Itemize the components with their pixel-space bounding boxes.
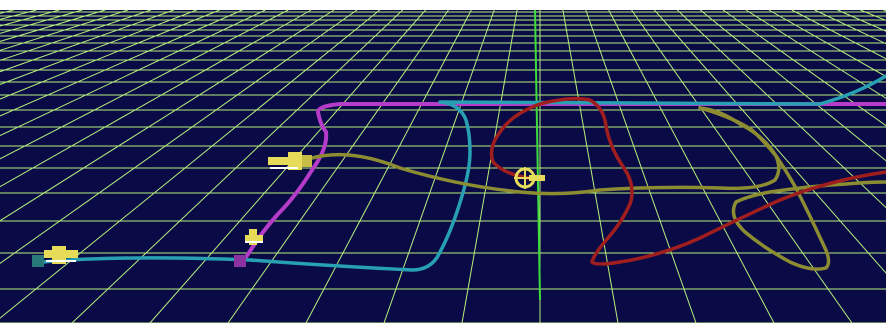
- grid-line: [722, 9, 886, 127]
- grid-line: [227, 9, 449, 323]
- grid-line: [0, 9, 197, 85]
- crosshair-icon: [514, 167, 545, 189]
- grid-line: [745, 9, 886, 99]
- grid-line: [305, 9, 472, 323]
- vehicle-icon: [44, 246, 78, 264]
- grid-line: [654, 9, 886, 274]
- grid-line: [0, 9, 243, 117]
- grid-line: [0, 9, 266, 137]
- ground-plane: [0, 10, 886, 323]
- center-target-marker[interactable]: [514, 167, 545, 189]
- grid-line: [0, 9, 174, 73]
- grid-line: [0, 9, 220, 100]
- magenta-waypoint[interactable]: [234, 255, 246, 267]
- grid-line: [562, 9, 619, 323]
- vehicle-marker-left[interactable]: [44, 246, 78, 264]
- vehicle-marker-upper[interactable]: [268, 152, 312, 170]
- grid-line: [0, 9, 381, 319]
- grid-line: [0, 9, 358, 264]
- grid-line: [699, 9, 886, 162]
- grid-line: [0, 9, 289, 160]
- teal-waypoint[interactable]: [32, 255, 44, 267]
- vertical-axis-line: [534, 9, 541, 301]
- grid-line: [768, 9, 886, 78]
- grid-line: [585, 9, 697, 323]
- olive-path: [310, 106, 886, 271]
- sky-background: [0, 0, 886, 10]
- grid-line: [0, 9, 312, 188]
- grid-line: [149, 9, 426, 323]
- grid-line: [461, 9, 518, 323]
- vehicle-icon: [245, 229, 263, 245]
- red-path: [489, 96, 886, 266]
- vehicle-marker-middle[interactable]: [245, 229, 263, 245]
- vehicle-icon: [268, 152, 312, 170]
- magenta-path: [239, 102, 886, 264]
- grid-line: [71, 9, 404, 323]
- ground-grid: [0, 9, 886, 323]
- grid-line: [676, 9, 886, 209]
- grid-line: [0, 9, 335, 222]
- grid-line: [608, 9, 775, 323]
